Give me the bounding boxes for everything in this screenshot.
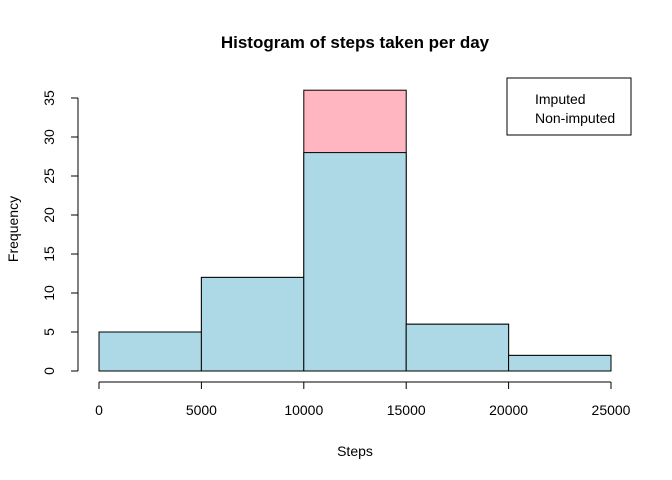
y-tick-label-4: 20 <box>41 207 57 223</box>
y-tick-label-6: 30 <box>41 129 57 145</box>
bar-non-imputed-3 <box>405 323 510 372</box>
y-tick-label-2: 10 <box>41 285 57 301</box>
y-tick-label-5: 25 <box>41 168 57 184</box>
y-axis-label: Frequency <box>5 196 21 262</box>
y-tick-label-3: 15 <box>41 246 57 262</box>
x-axis-label: Steps <box>337 443 373 459</box>
y-axis: 0 5 10 15 20 25 30 35 <box>41 90 79 375</box>
bars-group <box>98 89 612 372</box>
bar-non-imputed-4 <box>508 354 612 372</box>
chart-title: Histogram of steps taken per day <box>221 33 490 52</box>
y-tick-label-7: 35 <box>41 90 57 106</box>
x-tick-label-5: 25000 <box>592 402 631 418</box>
x-tick-label-3: 15000 <box>387 402 426 418</box>
x-tick-label-2: 10000 <box>284 402 323 418</box>
bar-non-imputed-2 <box>303 152 407 372</box>
legend-entry-non-imputed: Non-imputed <box>535 110 615 126</box>
x-tick-label-0: 0 <box>95 402 103 418</box>
x-tick-label-4: 20000 <box>489 402 528 418</box>
bar-non-imputed-0 <box>98 331 202 372</box>
y-tick-label-0: 0 <box>41 367 57 375</box>
legend: Imputed Non-imputed <box>506 77 632 136</box>
legend-entry-imputed: Imputed <box>535 91 586 107</box>
x-tick-label-1: 5000 <box>186 402 217 418</box>
legend-box <box>506 77 632 136</box>
bar-non-imputed-1 <box>200 276 305 372</box>
x-axis: 0 5000 10000 15000 20000 25000 <box>95 381 631 418</box>
y-tick-label-1: 5 <box>41 328 57 336</box>
